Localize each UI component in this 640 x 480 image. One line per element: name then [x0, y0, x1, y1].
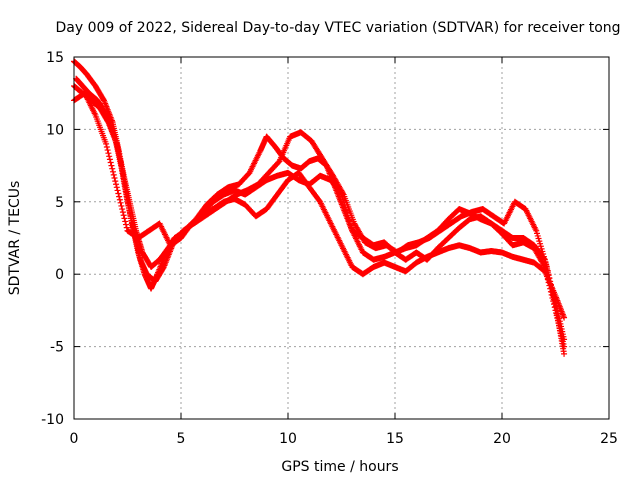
x-tick-label: 5 [177, 431, 186, 447]
data-point [109, 165, 116, 172]
data-point [113, 184, 120, 191]
y-axis-title: SDTVAR / TECUs [7, 181, 23, 296]
y-tick-label: -5 [50, 340, 64, 356]
x-tick-label: 25 [600, 431, 618, 447]
data-point [123, 224, 130, 231]
data-point [122, 221, 129, 228]
x-tick-label: 20 [493, 431, 511, 447]
data-point [114, 187, 121, 194]
data-point [546, 274, 553, 281]
data-point [120, 212, 127, 219]
data-point [544, 267, 551, 274]
data-point [121, 215, 128, 222]
x-tick-labels: 0 5 10 15 20 25 [70, 431, 618, 447]
data-point [339, 190, 346, 197]
data-point [107, 159, 114, 166]
data-point [105, 150, 112, 157]
data-point [106, 156, 113, 163]
data-point [111, 175, 118, 182]
y-tick-label: -10 [41, 412, 64, 428]
data-point [103, 140, 110, 147]
data-point [112, 178, 119, 185]
data-point [551, 300, 558, 307]
data-point [553, 307, 560, 314]
data-point [108, 162, 115, 169]
data-point [546, 278, 553, 285]
data-point [552, 303, 559, 310]
x-tick-label: 10 [279, 431, 297, 447]
data-point [104, 147, 111, 154]
x-tick-label: 15 [386, 431, 404, 447]
data-point [547, 282, 554, 289]
data-point [548, 285, 555, 292]
data-point [117, 199, 124, 206]
data-point [109, 168, 116, 175]
y-tick-labels: -10 -5 0 5 10 15 [41, 50, 64, 428]
data-point [119, 209, 126, 216]
data-point [106, 153, 113, 160]
data-point [545, 271, 552, 278]
grid-lines [74, 57, 609, 419]
x-axis-title: GPS time / hours [281, 459, 398, 475]
y-tick-label: 15 [46, 50, 64, 66]
data-point [553, 311, 560, 318]
data-point [561, 314, 568, 321]
data-point [116, 193, 123, 200]
x-tick-label: 0 [70, 431, 79, 447]
data-point [118, 202, 125, 209]
chart-title: Day 009 of 2022, Sidereal Day-to-day VTE… [55, 20, 620, 36]
data-point [122, 218, 129, 225]
y-tick-label: 5 [55, 195, 64, 211]
data-point [103, 143, 110, 150]
data-point [543, 263, 550, 270]
data-point [550, 296, 557, 303]
y-tick-label: 0 [55, 267, 64, 283]
y-tick-label: 10 [46, 122, 64, 138]
plot-frame [73, 56, 610, 420]
data-point [113, 181, 120, 188]
data-point [550, 292, 557, 299]
data-point [116, 196, 123, 203]
data-point [561, 350, 568, 357]
tick-marks [73, 56, 610, 420]
data-point [549, 289, 556, 296]
data-point [110, 171, 117, 178]
series-track-4 [73, 75, 568, 357]
data-point [115, 190, 122, 197]
data-point [119, 206, 126, 213]
data-marks [71, 58, 568, 357]
